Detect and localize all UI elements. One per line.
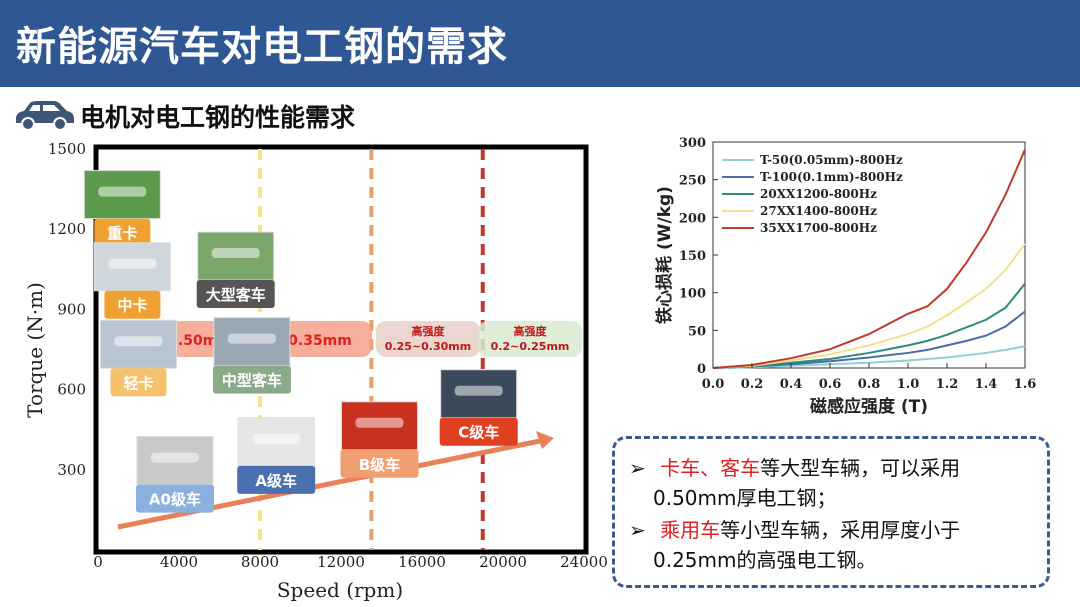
x-tick-label-2: 0.8 [858, 377, 881, 392]
callout-line-1: ➢ 卡车、客车等大型车辆，可以采用 [629, 453, 960, 483]
legend-label: 20XX1200-800Hz [760, 187, 877, 201]
y-axis-label-2: 铁心损耗 (W/kg) [654, 186, 675, 324]
y-tick-label: 1200 [48, 220, 86, 238]
x-tick-label: 16000 [398, 553, 446, 571]
vehicle-label: 中型客车 [222, 372, 282, 390]
y-tick-label-2: 250 [679, 174, 706, 189]
legend-label: 35XX1700-800Hz [760, 221, 877, 235]
vehicle-photo-detail [114, 336, 163, 347]
y-tick-label-2: 100 [679, 287, 706, 302]
x-tick-label: 4000 [160, 553, 198, 571]
series-line [712, 310, 1026, 369]
vehicle-photo-detail [454, 385, 503, 396]
thickness-zone [478, 321, 582, 357]
callout-text-3: 等小型车辆，采用厚度小于 [720, 518, 961, 542]
y-tick-label-2: 50 [688, 324, 706, 339]
legend-label: 27XX1400-800Hz [760, 204, 877, 218]
vehicle-label: C级车 [458, 424, 499, 442]
vehicle-label: 中卡 [117, 297, 147, 315]
vehicle-photo-detail [150, 452, 199, 463]
series-line [712, 345, 1026, 369]
vehicle-label-box [110, 368, 167, 397]
x-tick-label-2: 1.2 [936, 377, 959, 392]
vehicle-label: 大型客车 [206, 286, 266, 304]
section-title: 电机对电工钢的性能需求 [80, 103, 356, 132]
y-tick-label-2: 150 [679, 249, 706, 264]
vehicle-label-box [340, 449, 419, 478]
vehicle-label: B级车 [359, 456, 400, 474]
series-line [712, 243, 1026, 369]
zone-label: 高强度 [412, 324, 446, 338]
y-tick-label-2: 0 [697, 362, 706, 377]
vehicle-photo-detail [252, 433, 301, 444]
y-axis-label: Torque (N·m) [23, 282, 47, 418]
x-tick-label: 0 [93, 553, 103, 571]
highlight-trucks-buses: 卡车、客车 [660, 456, 761, 480]
vehicle-photo-detail [355, 417, 404, 428]
zone-label: 高强度 [514, 324, 548, 338]
callout-line-2: 0.50mm厚电工钢； [653, 486, 837, 510]
zone-label: 0.2~0.25mm [491, 340, 570, 353]
vehicle-label-box [135, 484, 214, 513]
vehicle-label: 重卡 [107, 225, 137, 243]
x-tick-label-2: 0.4 [780, 377, 803, 392]
x-axis-label: Speed (rpm) [277, 578, 403, 602]
page-title: 新能源汽车对电工钢的需求 [16, 24, 508, 70]
zone-label: 0.35mm [288, 333, 352, 349]
x-tick-label-2: 1.0 [897, 377, 920, 392]
car-icon [16, 101, 74, 131]
vehicle-label-box [212, 365, 291, 394]
vehicle-photo-detail [98, 186, 147, 197]
vehicle-photo-detail [211, 248, 260, 259]
title-bar: 新能源汽车对电工钢的需求 [0, 0, 1080, 87]
legend-label: T-50(0.05mm)-800Hz [760, 153, 903, 167]
thickness-zone [268, 321, 372, 357]
x-tick-label: 12000 [317, 553, 365, 571]
trend-arrow-head [536, 431, 554, 449]
x-tick-label-2: 0.2 [741, 377, 764, 392]
y-tick-label-2: 200 [679, 211, 706, 226]
x-tick-label-2: 1.6 [1014, 377, 1037, 392]
y-tick-label-2: 300 [679, 136, 706, 151]
vehicle-label-box [439, 417, 518, 446]
y-tick-label: 600 [57, 381, 86, 399]
x-tick-label: 24000 [560, 553, 608, 571]
y-tick-label: 900 [57, 300, 86, 318]
series-line [712, 149, 1026, 369]
x-tick-label: 8000 [241, 553, 279, 571]
y-tick-label: 300 [57, 461, 86, 479]
vehicle-label: A0级车 [149, 491, 201, 509]
legend-label: T-100(0.1mm)-800Hz [760, 170, 903, 184]
x-tick-label-2: 0.6 [819, 377, 842, 392]
x-axis-label-2: 磁感应强度 (T) [810, 396, 928, 417]
conclusion-callout: ➢ 卡车、客车等大型车辆，可以采用 0.50mm厚电工钢； ➢ 乘用车等小型车辆… [612, 436, 1050, 588]
trend-arrow [117, 438, 541, 530]
x-tick-label-2: 1.4 [975, 377, 998, 392]
vehicle-photo-detail [227, 333, 276, 344]
vehicle-label-box [196, 280, 275, 309]
highlight-passenger-cars: 乘用车 [660, 518, 721, 542]
vehicle-label-box [104, 290, 161, 319]
callout-line-4: 0.25mm的高强电工钢。 [653, 548, 877, 572]
plot-frame-2 [712, 141, 1026, 369]
core-loss-chart: T-50(0.05mm)-800Hz T-100(0.1mm)-800Hz 20XX… [654, 136, 1037, 417]
vehicle-label-box [237, 465, 316, 494]
callout-text-1: 等大型车辆，可以采用 [760, 456, 961, 480]
bullet-icon: ➢ [629, 518, 646, 542]
y-tick-label: 1500 [48, 140, 86, 158]
x-tick-label: 20000 [479, 553, 527, 571]
zone-label: 0.25~0.30mm [385, 340, 471, 353]
torque-speed-chart: 0.50mm 0.35mm高强度0.25~0.30mm高强度0.2~0.25mm … [23, 140, 608, 602]
vehicle-label-box [94, 218, 151, 247]
vehicle-label: 轻卡 [123, 374, 153, 392]
x-tick-label-2: 0.0 [702, 377, 725, 392]
vehicle-label: A级车 [255, 472, 297, 490]
thickness-zone [376, 321, 480, 357]
callout-line-3: ➢ 乘用车等小型车辆，采用厚度小于 [629, 515, 960, 545]
vehicle-photo-detail [108, 258, 157, 269]
series-line [712, 282, 1026, 369]
bullet-icon: ➢ [629, 456, 646, 480]
